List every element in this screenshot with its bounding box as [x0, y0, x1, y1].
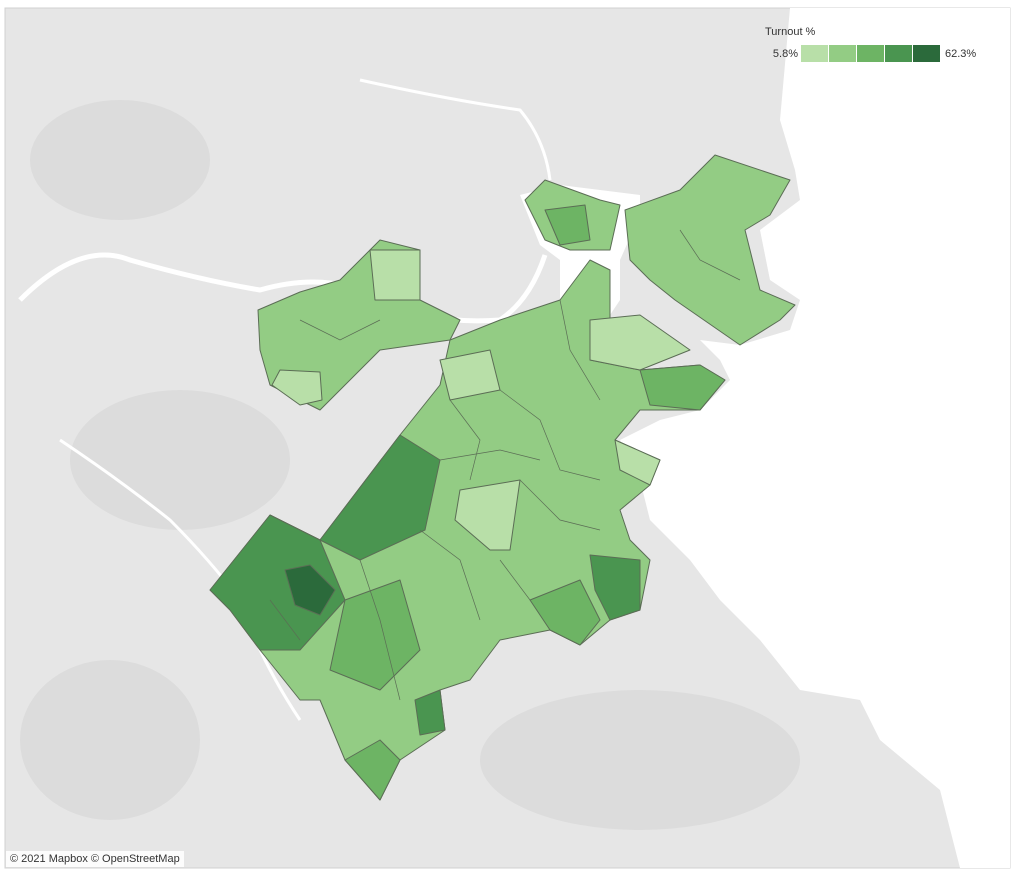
precincts	[209, 154, 796, 801]
precinct-border	[269, 229, 741, 701]
precinct-area	[624, 154, 796, 346]
precinct-area	[589, 554, 641, 621]
legend-max: 62.3%	[945, 48, 976, 60]
legend-swatch	[829, 45, 856, 62]
river	[59, 438, 302, 721]
precinct-area	[209, 514, 346, 651]
precinct-area	[344, 739, 401, 801]
precinct-area	[639, 364, 726, 411]
legend-swatch	[913, 45, 940, 62]
precinct-area	[614, 439, 661, 486]
precinct-area	[529, 579, 601, 646]
legend-swatches	[801, 45, 940, 62]
precinct-area	[319, 434, 441, 561]
attribution-bg	[6, 851, 184, 867]
precinct-area	[329, 579, 421, 691]
legend-title: Turnout %	[765, 26, 816, 38]
legend-min: 5.8%	[773, 48, 798, 60]
precinct-area	[369, 249, 421, 301]
precinct-area	[284, 564, 336, 616]
river	[359, 78, 552, 181]
precinct-area	[414, 689, 446, 736]
basemap-land-shades	[20, 100, 800, 830]
precinct-area	[589, 314, 691, 371]
precinct-area	[271, 369, 323, 406]
water-harbor	[620, 8, 1010, 868]
precinct-area	[544, 204, 591, 246]
legend-swatch	[801, 45, 828, 62]
precinct-area	[454, 479, 521, 551]
legend-swatch	[857, 45, 884, 62]
attribution: © 2021 Mapbox © OpenStreetMap	[10, 853, 180, 865]
legend-swatch	[885, 45, 912, 62]
